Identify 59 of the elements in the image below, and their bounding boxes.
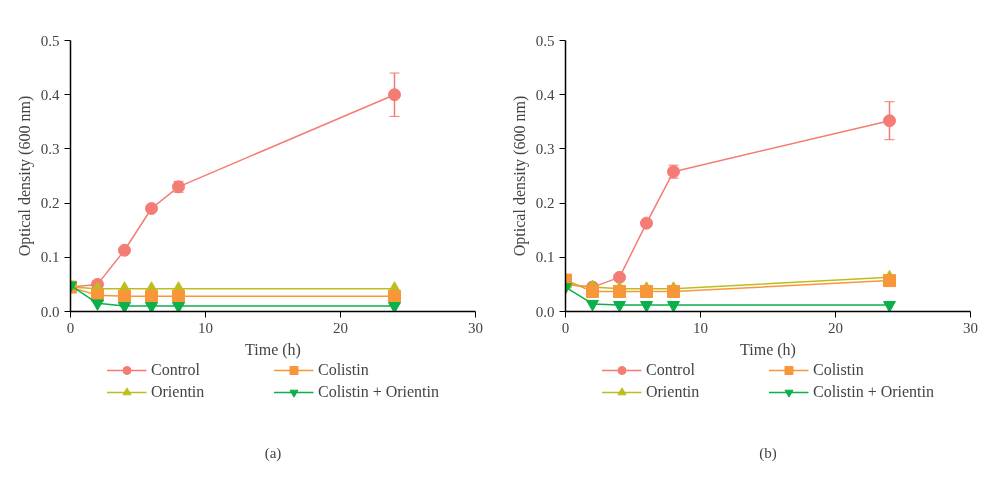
y-tick-label: 0.5 <box>535 32 555 49</box>
y-tick-label: 0.5 <box>40 32 60 49</box>
legend-label: Control <box>645 361 696 379</box>
x-tick-label: 0 <box>561 319 570 336</box>
x-tick-label: 20 <box>828 319 843 336</box>
x-tick-label: 20 <box>333 319 348 336</box>
point <box>91 299 104 311</box>
point <box>613 284 626 298</box>
point <box>613 301 626 312</box>
legend-label: Control <box>150 361 201 379</box>
point <box>145 289 158 303</box>
point <box>388 302 401 312</box>
y-tick-label: 0.3 <box>40 140 60 157</box>
point <box>613 270 626 284</box>
y-tick-label: 0.1 <box>535 249 555 266</box>
legend-label: Colistin <box>812 361 865 379</box>
x-axis-title: Time (h) <box>740 340 796 359</box>
x-axis-title: Time (h) <box>245 340 301 359</box>
x-tick-label: 10 <box>693 319 708 336</box>
point <box>172 302 185 312</box>
point <box>667 284 680 298</box>
y-axis-title: Optical density (600 nm) <box>15 95 34 257</box>
legend-label: Orientin <box>150 383 206 401</box>
point <box>883 114 896 128</box>
point <box>667 301 680 312</box>
text: (a) <box>264 444 282 462</box>
x-tick-label: 30 <box>963 319 978 336</box>
point <box>145 202 158 216</box>
y-axis-title: Optical density (600 nm) <box>510 95 529 257</box>
point <box>883 301 896 312</box>
y-tick-label: 0.0 <box>40 303 60 320</box>
legend-label: Orientin <box>645 383 701 401</box>
point <box>586 284 599 298</box>
point <box>118 243 131 257</box>
point <box>118 289 131 303</box>
point <box>640 301 653 312</box>
y-tick-label: 0.4 <box>40 86 60 103</box>
point <box>145 302 158 312</box>
point <box>172 289 185 303</box>
point <box>118 302 131 312</box>
point <box>640 216 653 230</box>
legend-label: Colistin + Orientin <box>812 383 935 401</box>
point <box>883 274 896 288</box>
point <box>586 299 599 312</box>
legend-label: Colistin <box>317 361 370 379</box>
y-tick-label: 0.1 <box>40 249 60 266</box>
point <box>640 284 653 298</box>
point <box>388 88 401 102</box>
legend-label: Colistin + Orientin <box>317 383 440 401</box>
text: (b) <box>759 444 777 462</box>
y-tick-label: 0.0 <box>535 303 555 320</box>
x-tick-label: 0 <box>66 319 75 336</box>
x-tick-label: 30 <box>468 319 483 336</box>
y-tick-label: 0.2 <box>40 195 60 212</box>
x-tick-label: 10 <box>198 319 213 336</box>
y-tick-label: 0.4 <box>535 86 555 103</box>
point <box>388 289 401 303</box>
y-tick-label: 0.2 <box>535 195 555 212</box>
y-tick-label: 0.3 <box>535 140 555 157</box>
